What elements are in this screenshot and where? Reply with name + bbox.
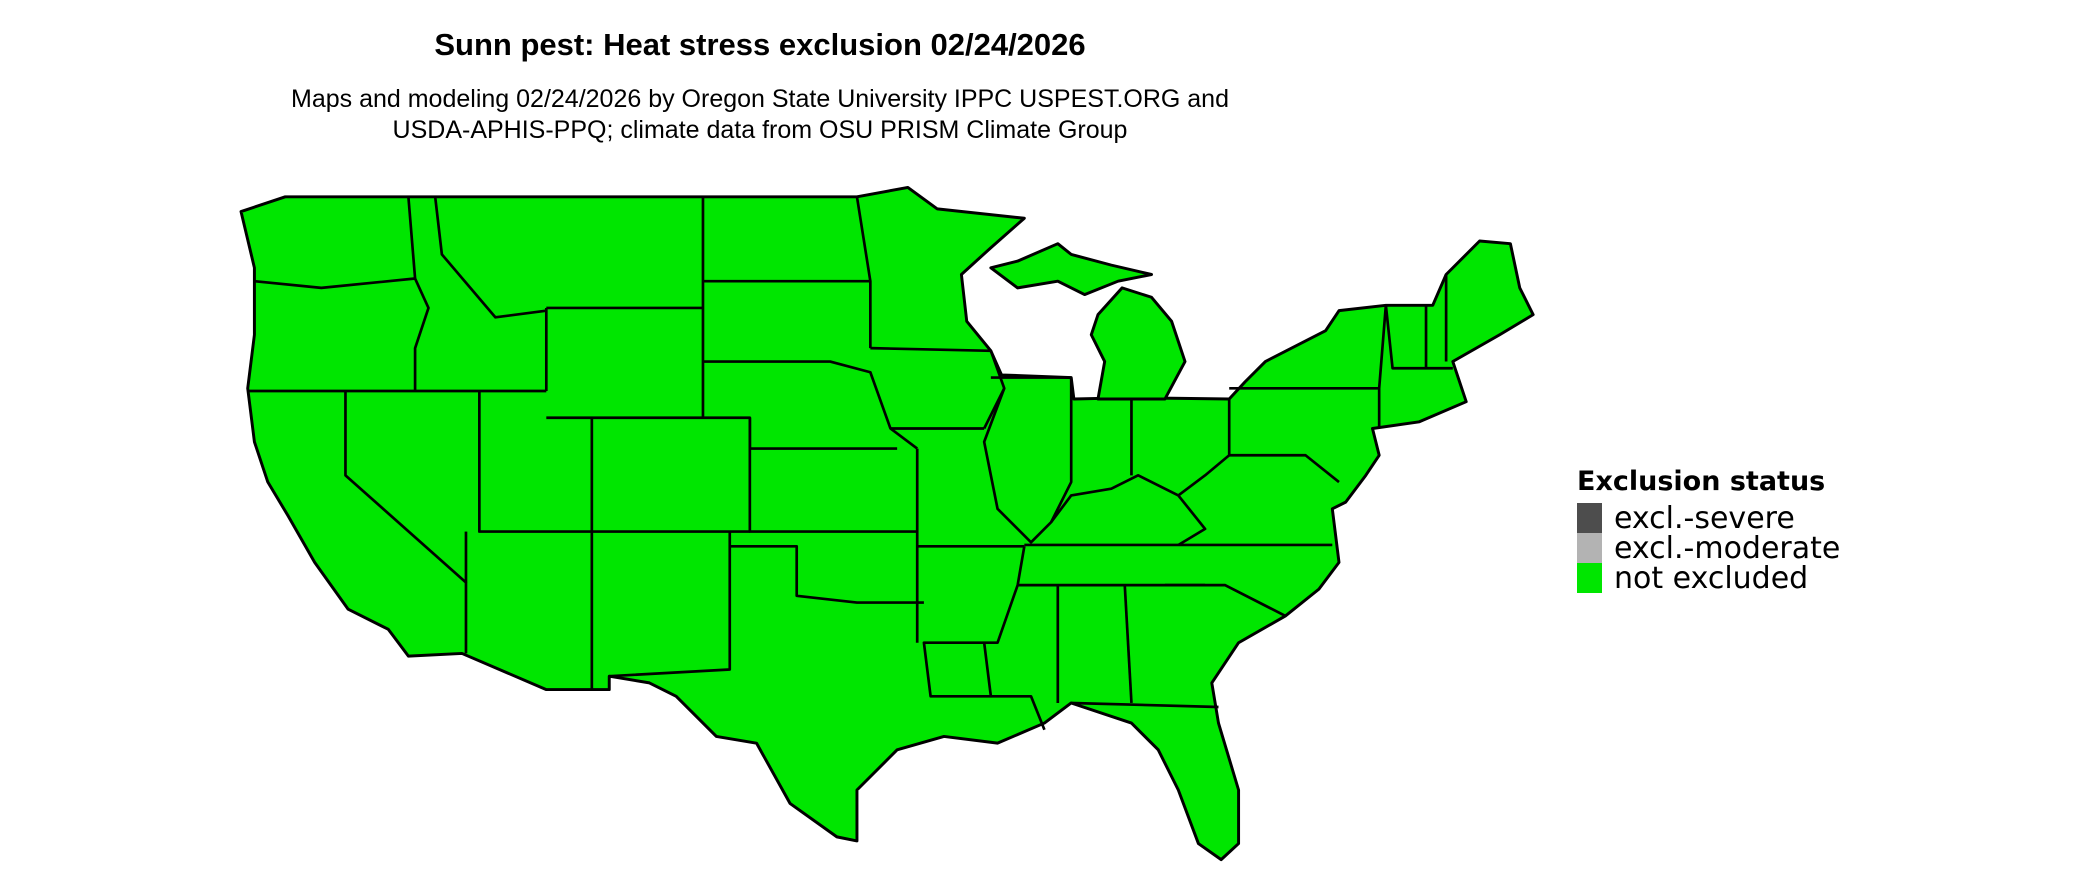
legend-label: excl.-moderate — [1614, 530, 1841, 566]
legend-title: Exclusion status — [1577, 466, 1826, 497]
us-mainland — [239, 185, 1535, 862]
michigan-lower-peninsula — [1089, 286, 1187, 401]
legend: Exclusion status excl.-severe excl.-mode… — [1577, 466, 1841, 596]
map-subtitle-line2: USDA-APHIS-PPQ; climate data from OSU PR… — [392, 116, 1128, 144]
legend-item-severe: excl.-severe — [1577, 500, 1840, 536]
legend-swatch-moderate — [1577, 533, 1602, 563]
legend-label: excl.-severe — [1614, 500, 1795, 536]
legend-label: not excluded — [1614, 560, 1809, 596]
michigan-upper-peninsula — [989, 242, 1154, 297]
legend-item-moderate: excl.-moderate — [1577, 530, 1841, 566]
legend-item-not-excluded: not excluded — [1577, 560, 1840, 596]
legend-swatch-severe — [1577, 503, 1602, 533]
legend-swatch-not-excluded — [1577, 563, 1602, 593]
map-title: Sunn pest: Heat stress exclusion 02/24/2… — [434, 27, 1086, 62]
map-subtitle-line1: Maps and modeling 02/24/2026 by Oregon S… — [291, 85, 1229, 113]
state-boundaries — [247, 196, 1453, 731]
